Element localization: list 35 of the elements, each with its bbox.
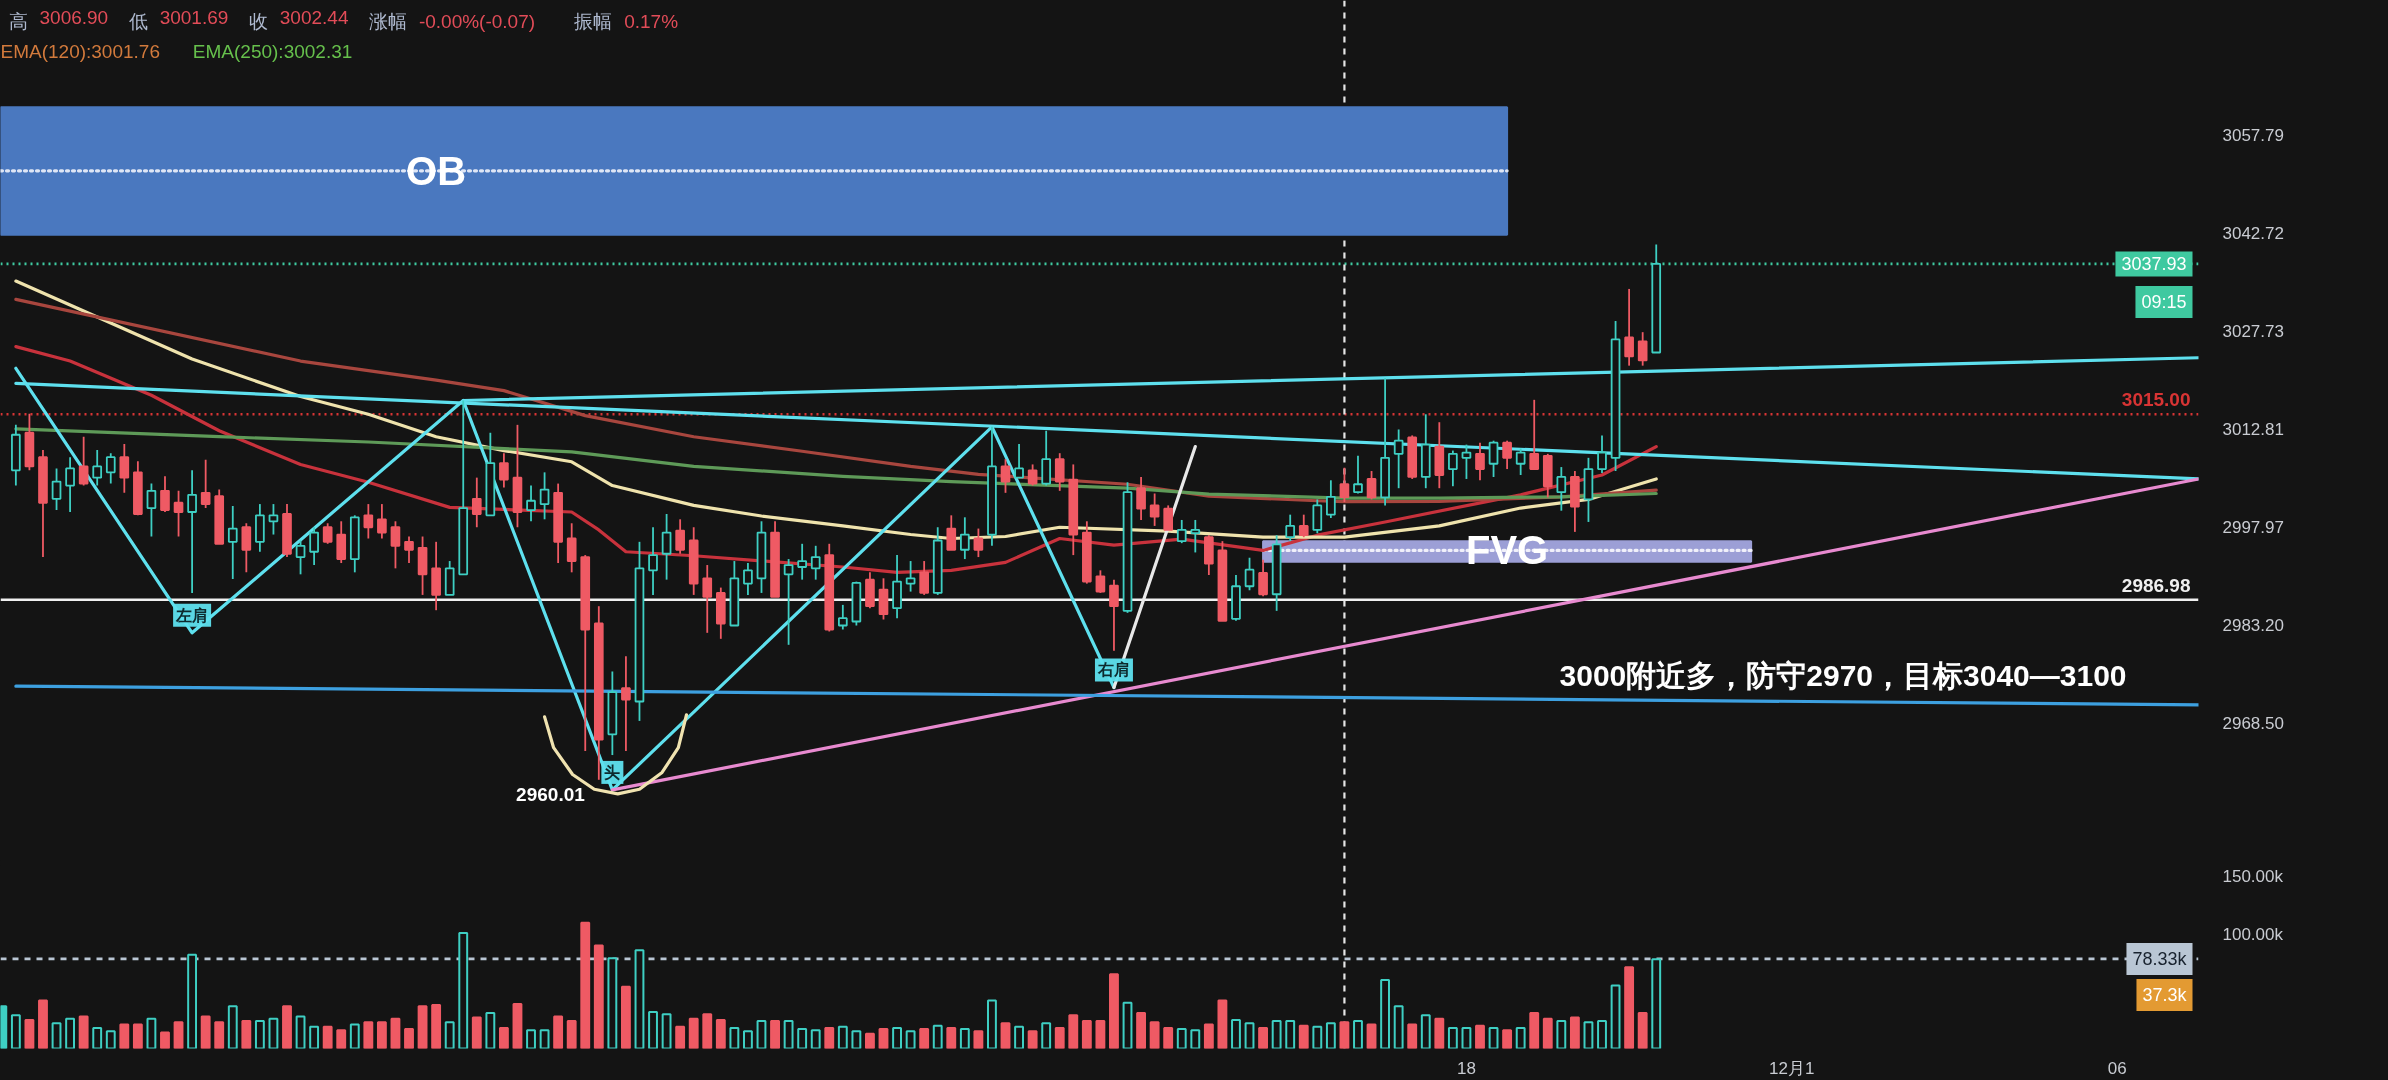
data-label: 右肩: [1096, 660, 1130, 679]
annotation: 3006.90: [39, 6, 109, 28]
text: 2960.01: [516, 783, 585, 805]
annotation: 3002.44: [279, 6, 349, 28]
y-tick-label: 3042.72: [2222, 223, 2284, 243]
y-tick-label: 100.00k: [2222, 924, 2284, 944]
annotation: -0.00%(-0.07): [418, 10, 536, 32]
annotation: 09:15: [2141, 291, 2187, 312]
ref-line-label: 78.33k: [2132, 948, 2188, 969]
annotation: 3000附近多，防守2970，目标3040—3100: [1559, 659, 2127, 693]
annotation: 收: [248, 10, 268, 32]
x-tick-label: 06: [2107, 1058, 2127, 1078]
annotation: 37.3k: [2142, 984, 2188, 1005]
x-tick-label: 18: [1456, 1058, 1476, 1078]
y-tick-label: 3057.79: [2222, 125, 2284, 145]
annotation: 振幅: [574, 10, 613, 32]
y-tick-label: 2968.50: [2222, 713, 2284, 733]
y-tick-label: 150.00k: [2222, 867, 2284, 887]
x-tick-label: 12月1: [1769, 1058, 1815, 1078]
annotation: 低: [128, 10, 148, 32]
data-label: 头: [604, 763, 621, 781]
y-tick-label: 2997.97: [2222, 517, 2284, 537]
ref-line-label: 3037.93: [2121, 254, 2187, 275]
annotation: 0.17%: [624, 10, 679, 32]
data-label: 左肩: [175, 605, 209, 624]
annotation: EMA(250):3002.31: [192, 40, 353, 62]
ref-line-label: 2986.98: [2121, 574, 2191, 596]
ref-line-label: 3015.00: [2121, 389, 2191, 411]
annotation: 涨幅: [368, 10, 407, 32]
annotation: 3001.69: [159, 6, 229, 28]
annotation: EMA(120):3001.76: [0, 40, 160, 62]
annotation: 高: [8, 10, 28, 32]
y-tick-label: 2983.20: [2222, 615, 2284, 635]
y-tick-label: 3012.81: [2222, 419, 2284, 439]
y-tick-label: 3027.73: [2222, 321, 2284, 341]
